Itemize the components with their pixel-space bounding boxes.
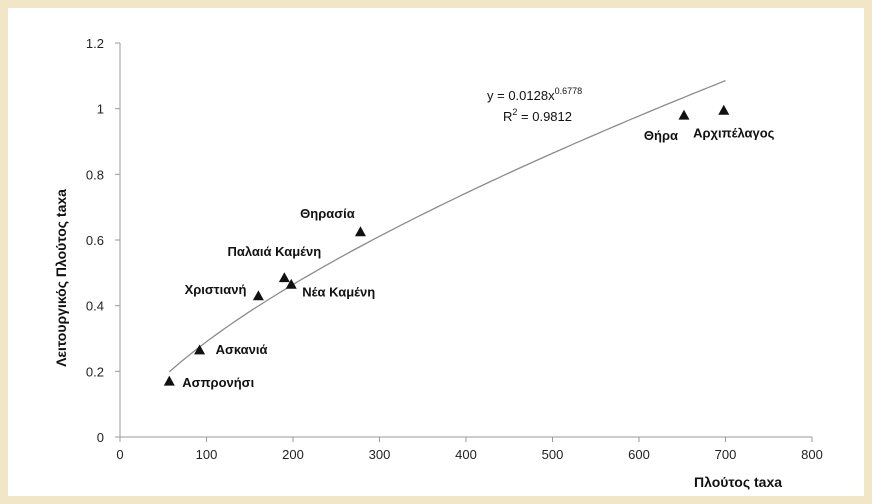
data-point-marker: [678, 109, 690, 120]
data-point-label: Θηρασία: [300, 206, 355, 221]
data-point-marker: [194, 344, 206, 355]
y-tick-label: 0: [97, 430, 104, 445]
data-point-label: Ασπρονήσι: [182, 375, 254, 390]
x-axis-title: Πλούτος taxa: [694, 474, 782, 490]
y-tick-label: 0.2: [86, 364, 104, 379]
data-point-label: Θήρα: [644, 128, 678, 143]
data-points: Ασπρονήσι Ασκανιά Χριστιανή Παλαιά Καμένη Νέ…: [163, 104, 775, 390]
data-point-marker: [163, 375, 175, 386]
x-tick-label: 500: [542, 447, 564, 462]
data-point-label: Παλαιά Καμένη: [227, 244, 321, 259]
data-point-marker: [252, 290, 264, 301]
axes: 0 100 200 300 400 500 600 700 800 0 0.2 0.4 0.6 0.8 1 1…: [86, 36, 823, 462]
x-tick-label: 300: [369, 447, 391, 462]
data-point-label: Αρχιπέλαγος: [693, 125, 775, 140]
trendline-group: [168, 79, 726, 373]
x-tick-label: 0: [116, 447, 123, 462]
data-point-label: Ασκανιά: [216, 342, 268, 357]
trendline-r-squared: R2 = 0.9812: [503, 107, 572, 124]
data-point-marker: [354, 226, 366, 237]
data-point-marker: [278, 272, 290, 283]
x-tick-label: 100: [196, 447, 218, 462]
x-tick-label: 600: [628, 447, 650, 462]
x-tick-label: 200: [282, 447, 304, 462]
x-tick-label: 400: [455, 447, 477, 462]
data-point-label: Νέα Καμένη: [302, 284, 375, 299]
data-point-marker: [718, 104, 730, 115]
y-tick-label: 0.4: [86, 299, 104, 314]
x-tick-label: 800: [801, 447, 823, 462]
y-tick-label: 1: [97, 102, 104, 117]
y-axis-title: Λειτουργικός Πλούτος taxa: [53, 189, 69, 367]
y-tick-label: 0.8: [86, 167, 104, 182]
trendline-equation: y = 0.0128x0.6778: [487, 86, 582, 103]
data-point-label: Χριστιανή: [185, 282, 247, 297]
trendline: [168, 79, 726, 373]
x-tick-label: 700: [715, 447, 737, 462]
data-point-marker: [285, 278, 297, 289]
y-tick-label: 1.2: [86, 36, 104, 51]
y-tick-label: 0.6: [86, 233, 104, 248]
